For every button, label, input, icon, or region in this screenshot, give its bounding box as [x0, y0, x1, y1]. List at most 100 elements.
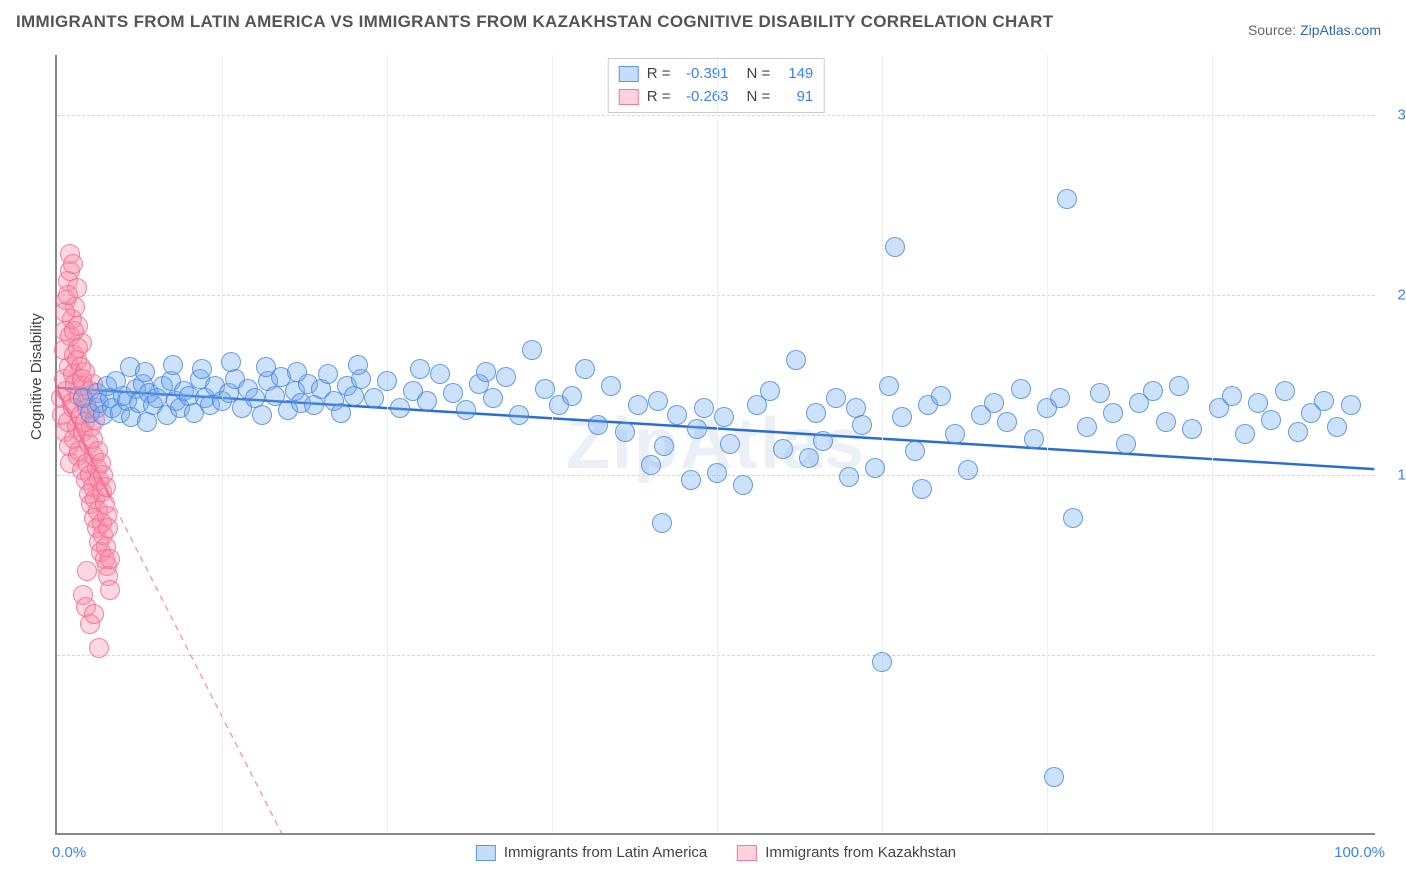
gridline-v [1212, 55, 1213, 833]
r-label: R = [647, 63, 671, 86]
scatter-point-latin-america [628, 395, 648, 415]
scatter-point-latin-america [806, 403, 826, 423]
source-attribution: Source: ZipAtlas.com [1248, 22, 1381, 38]
correlation-legend: R = -0.391 N = 149 R = -0.263 N = 91 [608, 58, 825, 113]
scatter-point-latin-america [885, 237, 905, 257]
gridline-h [57, 295, 1375, 296]
source-label: Source: [1248, 22, 1296, 38]
scatter-point-latin-america [1288, 422, 1308, 442]
scatter-point-latin-america [687, 419, 707, 439]
scatter-point-latin-america [1057, 189, 1077, 209]
scatter-point-latin-america [839, 467, 859, 487]
scatter-point-kazakhstan [89, 638, 109, 658]
swatch-blue [476, 845, 496, 861]
y-tick-label: 30.0% [1397, 107, 1406, 124]
scatter-point-latin-america [733, 475, 753, 495]
scatter-point-latin-america [905, 441, 925, 461]
scatter-point-latin-america [931, 386, 951, 406]
scatter-point-latin-america [364, 388, 384, 408]
scatter-point-latin-america [522, 340, 542, 360]
scatter-point-latin-america [509, 405, 529, 425]
scatter-point-latin-america [483, 388, 503, 408]
scatter-point-latin-america [410, 359, 430, 379]
scatter-point-latin-america [318, 364, 338, 384]
scatter-point-latin-america [786, 350, 806, 370]
scatter-point-latin-america [760, 381, 780, 401]
n-value-blue: 149 [778, 63, 813, 86]
scatter-point-latin-america [1235, 424, 1255, 444]
scatter-point-kazakhstan [100, 580, 120, 600]
scatter-point-latin-america [648, 391, 668, 411]
scatter-point-latin-america [826, 388, 846, 408]
swatch-pink [619, 89, 639, 105]
scatter-point-latin-america [652, 513, 672, 533]
scatter-point-latin-america [390, 398, 410, 418]
scatter-point-latin-america [872, 652, 892, 672]
scatter-point-latin-america [221, 352, 241, 372]
legend-label: Immigrants from Latin America [504, 844, 707, 861]
scatter-point-latin-america [958, 460, 978, 480]
scatter-point-latin-america [1116, 434, 1136, 454]
scatter-point-latin-america [773, 439, 793, 459]
r-value-pink: -0.263 [679, 86, 729, 109]
scatter-point-latin-america [813, 431, 833, 451]
legend-item-kazakhstan: Immigrants from Kazakhstan [737, 844, 956, 861]
scatter-point-latin-america [1077, 417, 1097, 437]
gridline-v [552, 55, 553, 833]
gridline-v [387, 55, 388, 833]
gridline-v [222, 55, 223, 833]
scatter-point-latin-america [163, 355, 183, 375]
scatter-point-latin-america [694, 398, 714, 418]
scatter-point-latin-america [192, 359, 212, 379]
scatter-point-latin-america [1050, 388, 1070, 408]
plot-area: ZipAtlas R = -0.391 N = 149 R = -0.263 N… [55, 55, 1375, 835]
scatter-point-latin-america [348, 355, 368, 375]
scatter-point-latin-america [588, 415, 608, 435]
scatter-point-latin-america [496, 367, 516, 387]
scatter-point-latin-america [252, 405, 272, 425]
scatter-point-latin-america [681, 470, 701, 490]
scatter-point-latin-america [1169, 376, 1189, 396]
scatter-point-kazakhstan [58, 285, 78, 305]
scatter-point-kazakhstan [68, 338, 88, 358]
n-label: N = [747, 63, 771, 86]
x-axis-min-label: 0.0% [52, 844, 86, 861]
scatter-point-latin-america [1090, 383, 1110, 403]
scatter-point-latin-america [641, 455, 661, 475]
legend-row-pink: R = -0.263 N = 91 [619, 86, 814, 109]
scatter-point-latin-america [1156, 412, 1176, 432]
gridline-v [882, 55, 883, 833]
scatter-point-kazakhstan [98, 518, 118, 538]
scatter-point-latin-america [714, 407, 734, 427]
scatter-point-latin-america [417, 391, 437, 411]
scatter-point-latin-america [256, 357, 276, 377]
scatter-point-latin-america [601, 376, 621, 396]
scatter-point-latin-america [892, 407, 912, 427]
source-link[interactable]: ZipAtlas.com [1300, 22, 1381, 38]
scatter-point-latin-america [707, 463, 727, 483]
gridline-v [1047, 55, 1048, 833]
scatter-point-latin-america [562, 386, 582, 406]
gridline-h [57, 655, 1375, 656]
scatter-point-latin-america [575, 359, 595, 379]
scatter-point-latin-america [443, 383, 463, 403]
n-value-pink: 91 [778, 86, 813, 109]
swatch-blue [619, 66, 639, 82]
scatter-point-latin-america [1182, 419, 1202, 439]
gridline-h [57, 115, 1375, 116]
scatter-point-latin-america [1341, 395, 1361, 415]
regression-lines [57, 55, 1375, 833]
y-tick-label: 15.0% [1397, 467, 1406, 484]
swatch-pink [737, 845, 757, 861]
legend-row-blue: R = -0.391 N = 149 [619, 63, 814, 86]
scatter-point-latin-america [1261, 410, 1281, 430]
scatter-point-latin-america [997, 412, 1017, 432]
scatter-point-latin-america [287, 362, 307, 382]
scatter-point-latin-america [456, 400, 476, 420]
scatter-point-latin-america [1103, 403, 1123, 423]
series-legend: Immigrants from Latin America Immigrants… [476, 844, 956, 861]
gridline-v [717, 55, 718, 833]
scatter-point-latin-america [852, 415, 872, 435]
scatter-point-latin-america [865, 458, 885, 478]
scatter-point-latin-america [1011, 379, 1031, 399]
